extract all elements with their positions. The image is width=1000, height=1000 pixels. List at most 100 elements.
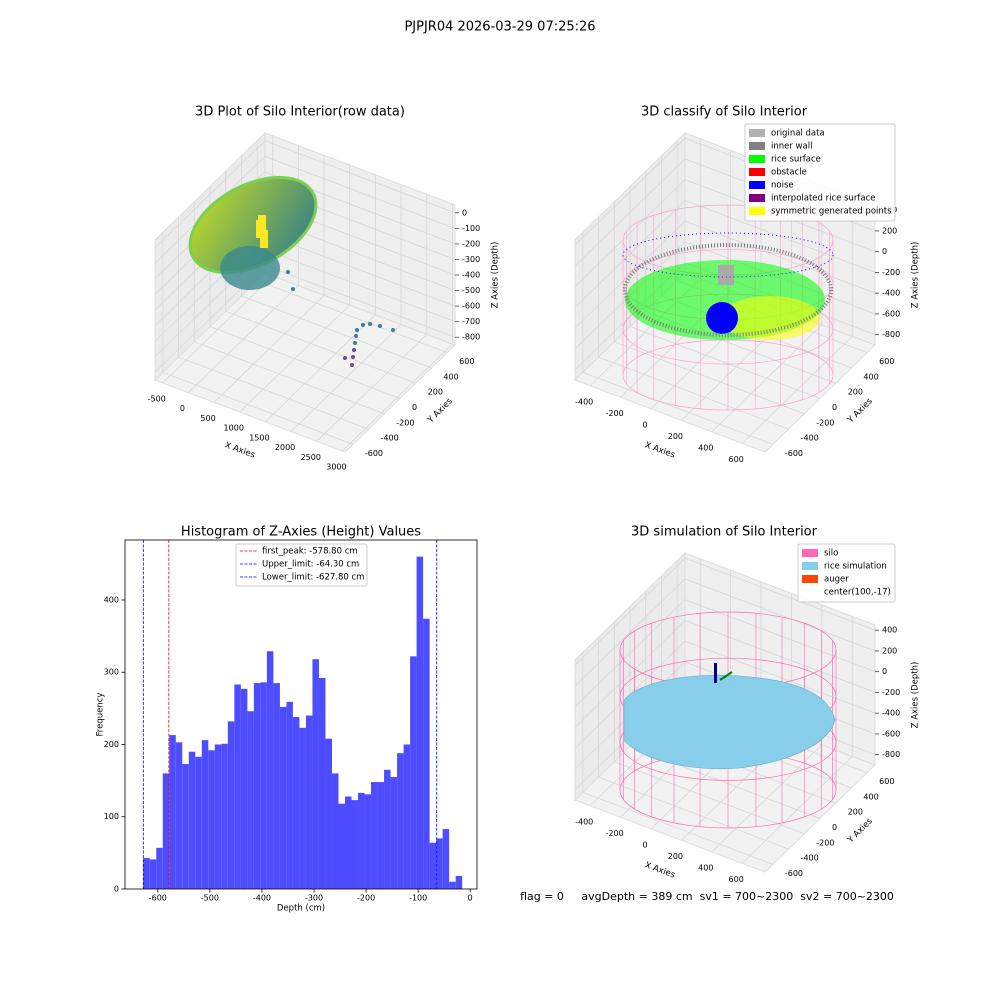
x-tick-label: 1000 (224, 424, 244, 433)
y-tick-label: -400 (381, 434, 399, 443)
z-tick-label: -200 (882, 268, 900, 277)
z-tick-label: -200 (882, 688, 900, 697)
bar (449, 881, 456, 889)
figure-title: PJPJR04 2026-03-29 07:25:26 (404, 20, 595, 35)
axes-frame (124, 539, 478, 890)
point (291, 287, 295, 291)
bar (182, 763, 189, 889)
bar (442, 829, 450, 889)
point (286, 270, 290, 274)
z-tick-label: 0 (462, 208, 467, 217)
chart-title: 3D classify of Silo Interior (641, 105, 808, 120)
x-tick-label: 500 (200, 414, 215, 423)
grid-line (574, 599, 686, 707)
grid-line (684, 578, 876, 652)
point (354, 334, 358, 338)
x-tick-label: 3000 (326, 463, 346, 472)
y-tick-label: 0 (832, 823, 837, 832)
z-tick-label: 400 (882, 626, 897, 635)
grid-line (574, 158, 686, 267)
x-tick-label: 1500 (249, 433, 269, 442)
x-tick-label: 2000 (275, 443, 295, 452)
legend-label: noise (771, 181, 794, 191)
y-tick-label: -200 (396, 418, 414, 427)
grid-line (209, 326, 401, 399)
y-tick-label: -600 (785, 869, 803, 878)
point-cloud (258, 215, 266, 233)
bar (410, 656, 417, 889)
bar (351, 800, 359, 889)
legend-swatch (802, 575, 818, 583)
x-tick-label: 200 (668, 852, 683, 861)
x-tick-label: -400 (575, 817, 593, 826)
legend-label: obstacle (771, 168, 807, 178)
x-axis-label: X Axies (643, 440, 676, 460)
x-tick-label: -400 (253, 894, 271, 903)
y-axis-label: Y Axies (845, 816, 875, 846)
point-cloud (220, 246, 280, 290)
bar (345, 796, 352, 889)
bar (416, 556, 424, 889)
x-tick-label: 400 (698, 863, 713, 872)
y-tick-label: -200 (816, 418, 834, 427)
silo-ring (622, 339, 834, 411)
auger-arm (719, 671, 733, 681)
grid-line (574, 200, 686, 308)
legend-label: interpolated rice surface (771, 194, 876, 204)
x-tick-label: 0 (642, 840, 647, 849)
legend-label: Lower_limit: -627.80 cm (262, 573, 364, 583)
bar (305, 715, 313, 889)
grid-line (264, 140, 456, 214)
z-tick-label: -600 (882, 729, 900, 738)
z-tick-label: -800 (882, 330, 900, 339)
grid-line (194, 341, 385, 415)
bar (253, 683, 261, 889)
legend-box (797, 543, 896, 603)
y-tick-label: 0 (412, 403, 417, 412)
bar (358, 792, 365, 889)
x-tick-label: 600 (729, 875, 744, 884)
z-tick-label: -100 (462, 224, 480, 233)
bar (156, 847, 163, 889)
y-axis-label: Frequency (96, 693, 106, 737)
bar (208, 750, 215, 889)
bar (371, 782, 378, 889)
bar (234, 684, 241, 889)
grid-line (684, 200, 876, 273)
point (352, 348, 356, 352)
legend-box (744, 123, 896, 222)
bar (403, 744, 411, 889)
grid-line (574, 137, 686, 246)
grid-line (257, 280, 448, 354)
y-tick-label: -400 (801, 434, 819, 443)
grid-line (574, 179, 686, 287)
legend-swatch (749, 129, 765, 137)
bar (169, 735, 176, 889)
y-tick-label: 400 (443, 372, 458, 381)
y-tick-label: 200 (104, 740, 119, 749)
bar (266, 651, 274, 889)
grid-line (574, 557, 686, 666)
x-tick-label: -600 (149, 894, 167, 903)
legend-swatch (802, 549, 818, 557)
point-cloud (260, 230, 268, 248)
bar (260, 682, 267, 889)
grid-line (582, 371, 773, 445)
bar (195, 756, 202, 889)
y-tick-label: 600 (459, 357, 474, 366)
bar (214, 744, 222, 889)
y-tick-label: -600 (365, 449, 383, 458)
auger (714, 663, 717, 683)
bar (390, 777, 398, 889)
x-tick-label: 600 (729, 455, 744, 464)
grid-line (264, 264, 456, 338)
grid-line (241, 295, 432, 369)
x-tick-label: 0 (180, 404, 185, 413)
grid-line (684, 620, 876, 693)
x-axis-label: X Axies (643, 860, 676, 880)
bar (338, 803, 345, 889)
legend-swatch (749, 194, 765, 202)
y-tick-label: 400 (104, 595, 119, 604)
bar (175, 742, 183, 889)
